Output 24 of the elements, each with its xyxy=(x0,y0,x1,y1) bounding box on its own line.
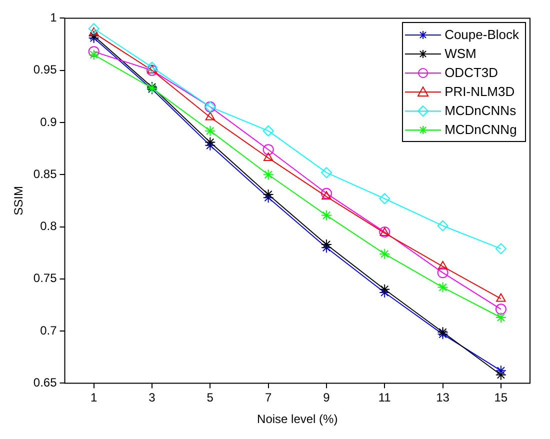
y-tick-label: 1 xyxy=(50,10,58,25)
legend-label: MCDnCNNs xyxy=(444,103,516,118)
x-axis-title: Noise level (%) xyxy=(257,412,338,426)
y-tick-label: 0.7 xyxy=(40,323,58,338)
x-tick-label: 11 xyxy=(378,390,392,405)
legend-label: WSM xyxy=(444,46,476,62)
x-tick-label: 1 xyxy=(90,390,98,405)
y-tick-label: 0.95 xyxy=(33,62,58,77)
y-tick-label: 0.85 xyxy=(33,166,58,181)
legend-label: ODCT3D xyxy=(444,65,498,80)
legend-label: Coupe-Block xyxy=(444,27,519,42)
y-tick-label: 0.65 xyxy=(33,376,58,390)
legend-label: MCDnCNNg xyxy=(444,122,517,138)
x-tick-label: 15 xyxy=(494,390,508,405)
y-axis-title: SSIM xyxy=(12,186,26,216)
x-tick-label: 3 xyxy=(148,390,156,405)
x-tick-label: 5 xyxy=(206,390,214,405)
y-tick-label: 0.9 xyxy=(40,114,58,129)
legend-label: PRI-NLM3D xyxy=(444,84,515,100)
x-tick-label: 9 xyxy=(323,390,330,405)
y-tick-label: 0.75 xyxy=(33,271,58,286)
x-tick-label: 13 xyxy=(436,390,450,405)
y-tick-label: 0.8 xyxy=(40,219,58,234)
x-tick-label: 7 xyxy=(264,390,272,405)
